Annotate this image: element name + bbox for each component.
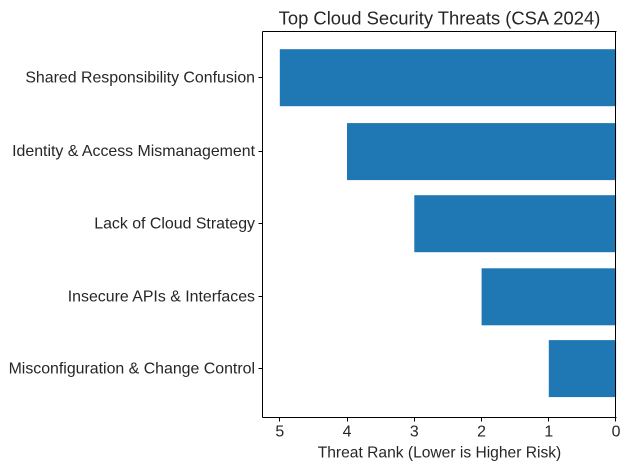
svg-text:Insecure APIs & Interfaces: Insecure APIs & Interfaces [68,288,255,305]
svg-text:Misconfiguration & Change Cont: Misconfiguration & Change Control [9,360,255,377]
svg-text:4: 4 [343,423,352,440]
svg-text:Identity & Access Mismanagemen: Identity & Access Mismanagement [12,143,255,160]
svg-text:Shared Responsibility Confusio: Shared Responsibility Confusion [25,69,255,86]
svg-text:0: 0 [612,423,621,440]
svg-text:3: 3 [410,423,419,440]
svg-text:1: 1 [544,423,553,440]
svg-text:5: 5 [275,423,284,440]
svg-text:Lack of Cloud Strategy: Lack of Cloud Strategy [94,215,255,232]
svg-text:Threat Rank (Lower is Higher R: Threat Rank (Lower is Higher Risk) [318,445,562,462]
svg-text:2: 2 [477,423,486,440]
svg-text:Top Cloud Security Threats (CS: Top Cloud Security Threats (CSA 2024) [279,8,601,29]
